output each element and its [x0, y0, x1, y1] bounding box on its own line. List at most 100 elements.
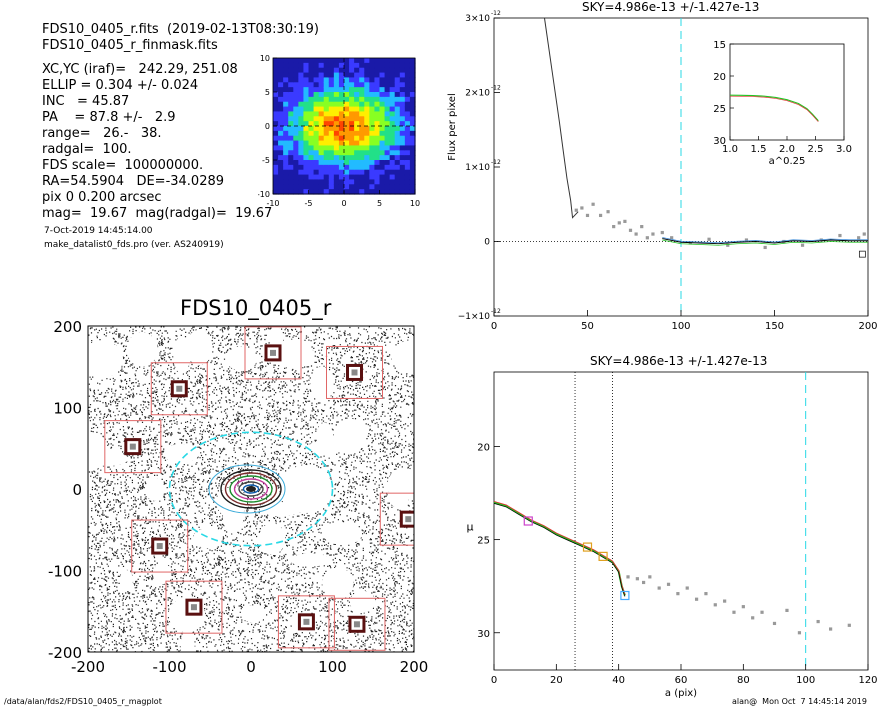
heatmap-cell	[338, 72, 345, 79]
heatmap-cell	[288, 150, 294, 156]
heatmap-cell	[333, 121, 340, 127]
heatmap-cell	[354, 96, 360, 103]
data-point	[660, 230, 664, 235]
heatmap-cell	[344, 58, 350, 64]
heatmap-cell	[278, 62, 284, 69]
heatmap-cell	[288, 62, 294, 69]
heatmap-cell	[374, 189, 381, 195]
footer-path: /data/alan/fds2/FDS10_0405_r_magplot	[4, 697, 162, 706]
y-tick-label: 0	[265, 122, 270, 131]
heatmap-cell	[298, 77, 305, 83]
heatmap-cell	[278, 58, 284, 64]
heatmap-cell	[273, 67, 279, 74]
heatmap-cell	[359, 77, 365, 83]
heatmap-cell	[313, 82, 320, 88]
heatmap-cell	[399, 164, 406, 171]
heatmap-cell	[283, 140, 289, 147]
heatmap-cell	[349, 150, 355, 156]
heatmap-cell	[303, 140, 310, 147]
heatmap-cell	[303, 155, 310, 161]
heatmap-cell	[283, 87, 289, 93]
heatmap-cell	[288, 179, 294, 185]
data-point	[857, 236, 861, 240]
heatmap-cell	[298, 126, 305, 132]
heatmap-cell	[328, 106, 335, 113]
heatmap-cell	[333, 96, 340, 103]
data-point	[598, 213, 603, 218]
heatmap-cell	[404, 77, 411, 83]
data-point	[666, 582, 671, 586]
heatmap-cell	[349, 72, 355, 79]
heatmap-cell	[394, 126, 401, 132]
heatmap-cell	[313, 58, 320, 64]
star-core	[176, 385, 183, 392]
heatmap-cell	[384, 189, 391, 195]
heatmap-cell	[404, 150, 411, 156]
heatmap-cell	[328, 135, 335, 142]
heatmap-cell	[273, 92, 279, 98]
heatmap-cell	[308, 169, 315, 176]
heatmap-cell	[349, 77, 355, 83]
heatmap-cell	[344, 150, 350, 156]
heatmap-cell	[374, 179, 381, 185]
heatmap-cell	[298, 145, 305, 151]
heatmap-cell	[374, 140, 381, 147]
inset-curve	[729, 94, 819, 122]
heatmap-cell	[288, 96, 294, 103]
heatmap-cell	[374, 101, 381, 108]
heatmap-cell	[313, 130, 320, 137]
heatmap-cell	[364, 126, 370, 132]
heatmap-cell	[409, 126, 416, 132]
heatmap-cell	[293, 72, 299, 79]
heatmap-cell	[278, 169, 284, 176]
heatmap-cell	[364, 130, 370, 137]
heatmap-cell	[308, 106, 315, 113]
heatmap-cell	[344, 82, 350, 88]
heatmap-cell	[389, 135, 396, 142]
heatmap-cell	[293, 92, 299, 98]
heatmap-cell	[394, 160, 401, 166]
heatmap-cell	[273, 111, 279, 117]
heatmap-cell	[354, 111, 360, 117]
heatmap-cell	[318, 72, 325, 79]
heatmap-cell	[394, 116, 401, 122]
heatmap-cell	[298, 150, 305, 156]
heatmap-cell	[303, 135, 310, 142]
heatmap-cell	[318, 164, 325, 171]
inset-x-tick-label: 1.0	[722, 144, 738, 155]
heatmap-cell	[379, 77, 386, 83]
y-tick-label: 2×10	[465, 89, 490, 99]
heatmap-cell	[303, 111, 310, 117]
heatmap-cell	[323, 135, 330, 142]
heatmap-cell	[369, 140, 376, 147]
heatmap-cell	[394, 82, 401, 88]
heatmap-cell	[349, 92, 355, 98]
heatmap-cell	[384, 92, 391, 98]
heatmap-cell	[394, 130, 401, 137]
heatmap-cell	[374, 160, 381, 166]
heatmap-cell	[318, 174, 325, 181]
heatmap-cell	[394, 189, 401, 195]
heatmap-cell	[349, 126, 355, 132]
heatmap-cell	[389, 130, 396, 137]
heatmap-cell	[374, 164, 381, 171]
heatmap-cell	[384, 130, 391, 137]
heatmap-cell	[354, 106, 360, 113]
heatmap-cell	[354, 116, 360, 122]
heatmap-cell	[364, 96, 370, 103]
heatmap-cell	[333, 72, 340, 79]
heatmap-cell	[333, 145, 340, 151]
heatmap-cell	[384, 116, 391, 122]
heatmap-cell	[359, 155, 365, 161]
heatmap-cell	[288, 87, 294, 93]
heatmap-cell	[404, 121, 411, 127]
heatmap-cell	[328, 92, 335, 98]
heatmap-cell	[278, 184, 284, 190]
x-tick-label: 120	[858, 675, 877, 686]
heatmap-cell	[374, 87, 381, 93]
heatmap-cell	[344, 111, 350, 117]
heatmap-cell	[349, 174, 355, 181]
heatmap-cell	[409, 87, 416, 93]
heatmap-cell	[328, 145, 335, 151]
heatmap-cell	[328, 82, 335, 88]
